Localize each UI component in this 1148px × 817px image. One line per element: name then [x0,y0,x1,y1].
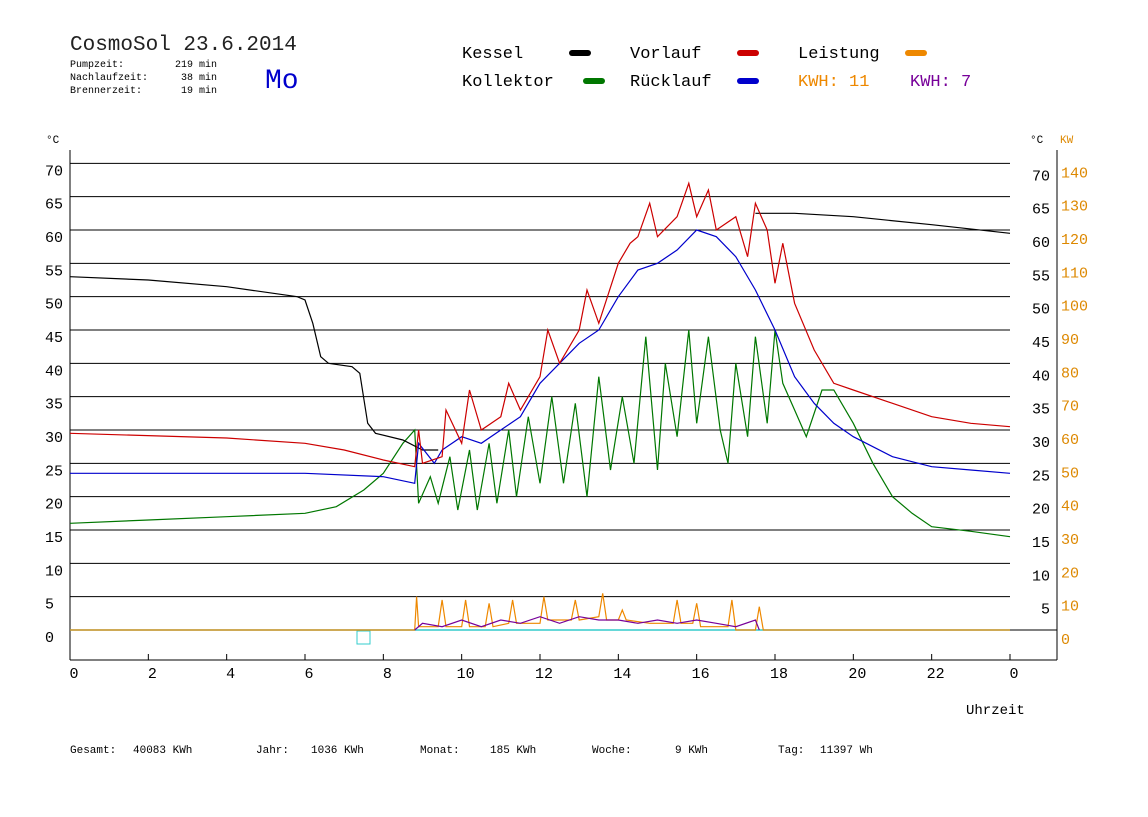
footer-label: Tag: [778,745,804,757]
legend-kwh: KWH: 7 [910,73,971,92]
y-right-tick-label: 55 [1032,268,1050,285]
footer-value: 9 KWh [675,745,708,757]
x-tick-label: 20 [848,666,866,683]
y2-axis-unit: KW [1060,135,1074,147]
y2-tick-label: 80 [1061,365,1079,382]
footer-label: Jahr: [256,745,289,757]
x-tick-label: 14 [613,666,631,683]
y2-tick-label: 0 [1061,632,1070,649]
stat-value: 19 min [181,85,217,97]
y-tick-label: 60 [45,230,63,247]
y-tick-label: 70 [45,163,63,180]
y2-tick-label: 30 [1061,532,1079,549]
series-line [70,593,1010,631]
y-tick-label: 50 [45,297,63,314]
stat-value: 219 min [175,59,217,71]
y-tick-label: 35 [45,397,63,414]
y-right-tick-label: 50 [1032,302,1050,319]
y-right-tick-label: 60 [1032,235,1050,252]
y-tick-label: 40 [45,363,63,380]
stat-label: Brennerzeit: [70,85,142,97]
chart-title: CosmoSol 23.6.2014 [70,34,297,57]
stat-label: Pumpzeit: [70,59,124,71]
footer-value: 185 KWh [490,745,536,757]
x-tick-label: 6 [304,666,313,683]
grid [69,162,1057,660]
y-tick-label: 30 [45,430,63,447]
series-line [414,616,760,631]
series-line [70,229,1011,485]
y-right-tick-label: 15 [1032,535,1050,552]
series-line [69,276,439,451]
y2-tick-label: 50 [1061,465,1079,482]
y-tick-label: 45 [45,330,63,347]
y-tick-label: 15 [45,530,63,547]
y-right-tick-label: 10 [1032,568,1050,585]
y-tick-label: 65 [45,197,63,214]
footer-label: Gesamt: [70,745,116,757]
footer-label: Monat: [420,745,460,757]
y2-tick-label: 110 [1061,265,1088,282]
x-tick-label: 12 [535,666,553,683]
y2-tick-label: 90 [1061,332,1079,349]
y-tick-label: 10 [45,563,63,580]
x-tick-label: 8 [383,666,392,683]
y2-tick-label: 100 [1061,299,1088,316]
series-line [69,181,1011,468]
footer-value: 40083 KWh [133,745,192,757]
x-tick-label: 0 [1009,666,1018,683]
y2-tick-label: 10 [1061,599,1079,616]
series-line [755,212,1011,234]
y-tick-label: 55 [45,263,63,280]
y2-tick-label: 120 [1061,232,1088,249]
y2-tick-label: 140 [1061,165,1088,182]
y-right-tick-label: 5 [1041,602,1050,619]
y-right-tick-label: 25 [1032,468,1050,485]
footer-value: 1036 KWh [311,745,364,757]
y2-tick-label: 60 [1061,432,1079,449]
x-tick-label: 16 [692,666,710,683]
y-right-tick-label: 70 [1032,168,1050,185]
legend-label: Kessel [462,45,523,64]
stat-label: Nachlaufzeit: [70,72,148,84]
y-tick-label: 5 [45,597,54,614]
y2-tick-label: 70 [1061,399,1079,416]
y-right-tick-label: 35 [1032,402,1050,419]
legend-label: Rücklauf [630,73,712,92]
lines [69,181,1011,631]
y-tick-label: 25 [45,463,63,480]
legend-label: Vorlauf [630,45,701,64]
y-right-tick-label: 30 [1032,435,1050,452]
x-tick-label: 2 [148,666,157,683]
legend-label: Leistung [798,45,880,64]
y2-tick-label: 40 [1061,499,1079,516]
y-right-tick-label: 65 [1032,202,1050,219]
footer-label: Woche: [592,745,632,757]
x-tick-label: 18 [770,666,788,683]
x-axis-label: Uhrzeit [966,703,1025,719]
series-line [69,329,1011,538]
y-right-tick-label: 40 [1032,368,1050,385]
y-tick-label: 20 [45,497,63,514]
y-axis-unit: °C [46,135,60,147]
y-tick-label: 0 [45,630,54,647]
legend-label: Kollektor [462,73,554,92]
x-tick-label: 0 [69,666,78,683]
legend-kwh: KWH: 11 [798,73,869,92]
y2-axis-unit-c: °C [1030,135,1044,147]
footer-value: 11397 Wh [820,745,873,757]
y2-tick-label: 130 [1061,199,1088,216]
x-tick-label: 10 [457,666,475,683]
x-tick-label: 4 [226,666,235,683]
y-right-tick-label: 20 [1032,502,1050,519]
x-tick-label: 22 [927,666,945,683]
weekday: Mo [265,66,299,97]
stat-value: 38 min [181,72,217,84]
y-right-tick-label: 45 [1032,335,1050,352]
y2-tick-label: 20 [1061,565,1079,582]
marker-box [356,630,371,645]
